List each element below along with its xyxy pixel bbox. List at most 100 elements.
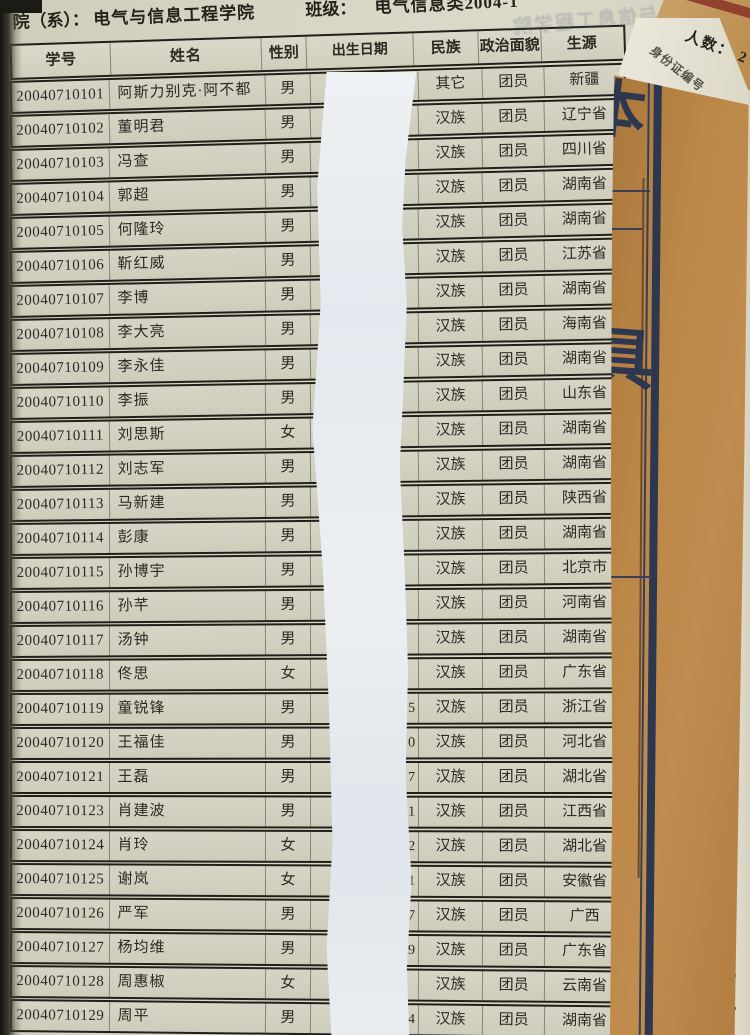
cell-name: 靳红威 — [108, 247, 266, 280]
cell-origin: 湖南省 — [543, 169, 625, 201]
cell-gender: 男 — [265, 521, 310, 552]
cell-ethnicity: 汉族 — [417, 277, 483, 308]
cell-ethnicity: 汉族 — [418, 693, 483, 723]
cell-origin: 辽宁省 — [543, 99, 625, 131]
dept-value: 电气与信息工程学院 — [92, 2, 256, 29]
cell-gender: 男 — [265, 1003, 310, 1034]
cell-politics: 团员 — [481, 345, 545, 376]
cell-name: 阿斯力别克·阿不都 — [108, 75, 266, 110]
cell-name: 刘志军 — [108, 453, 266, 485]
cell-name: 肖建波 — [108, 797, 266, 827]
cell-name: 孙博宇 — [108, 556, 266, 588]
cell-id: 20040710112 — [16, 461, 105, 479]
cell-id: 20040710113 — [16, 495, 105, 513]
cell-name: 何隆玲 — [108, 212, 266, 246]
cell-name: 孙芊 — [108, 591, 266, 622]
cell-politics: 团员 — [482, 901, 545, 932]
cell-name: 冯查 — [108, 144, 266, 178]
folder-horizontal-rule — [610, 576, 652, 578]
cell-politics: 团员 — [481, 519, 545, 550]
column-header-1: 姓名 — [109, 38, 262, 75]
table-row: 20040710128 周惠椒女汉族 团员 云南省 — [9, 965, 627, 1004]
cell-name: 郭超 — [108, 178, 266, 212]
cell-politics: 团员 — [481, 554, 545, 584]
cell-politics: 团员 — [482, 832, 545, 862]
table-row: 20040710125 谢岚女 1 汉族 团员 安徽省 — [9, 863, 627, 899]
cell-gender: 男 — [264, 246, 310, 277]
cell-politics: 团员 — [481, 136, 545, 168]
cell-id: 20040710105 — [16, 222, 105, 241]
table-row: 20040710117 汤钟男汉族 团员 湖南省 — [9, 621, 627, 658]
cell-gender: 男 — [264, 108, 310, 139]
cell-origin: 新疆 — [543, 64, 625, 97]
cell-name: 谢岚 — [108, 865, 266, 896]
cell-ethnicity: 汉族 — [417, 589, 483, 620]
table-row: 20040710124 肖玲女 2 汉族 团员 湖北省 — [9, 829, 627, 864]
cell-gender: 男 — [264, 315, 310, 346]
cell-gender: 男 — [264, 177, 310, 208]
cell-ethnicity: 汉族 — [417, 901, 483, 931]
column-header-0: 学号 — [45, 51, 77, 69]
cell-ethnicity: 其它 — [417, 69, 483, 100]
cell-politics: 团员 — [482, 658, 545, 688]
cell-ethnicity: 汉族 — [417, 381, 483, 412]
cell-politics: 团员 — [481, 971, 545, 1001]
column-header-4: 民族 — [412, 31, 479, 66]
cell-id: 20040710116 — [16, 598, 105, 615]
table-row: 20040710129 周平男 4 汉族 团员 湖南省 — [9, 999, 627, 1035]
kraft-folder: 本 具 — [610, 75, 749, 1035]
cell-politics: 团员 — [482, 728, 545, 758]
cell-id: 20040710121 — [16, 769, 105, 785]
cell-origin: 湖北省 — [544, 763, 624, 792]
cell-id: 20040710124 — [16, 837, 105, 854]
cell-name: 周惠椒 — [108, 967, 266, 999]
cell-gender: 男 — [265, 900, 310, 930]
cell-politics: 团员 — [481, 171, 545, 203]
cell-gender: 男 — [265, 728, 310, 758]
cell-gender: 男 — [265, 797, 310, 827]
cell-ethnicity: 汉族 — [417, 415, 483, 446]
cell-politics: 团员 — [482, 797, 545, 827]
cell-id: 20040710103 — [16, 154, 105, 173]
cell-name: 童锐锋 — [108, 694, 266, 724]
cell-gender: 男 — [265, 934, 310, 965]
cell-gender: 男 — [265, 625, 310, 655]
cell-name: 彭康 — [108, 522, 266, 553]
cell-id: 20040710108 — [16, 325, 105, 343]
cell-name: 董明君 — [108, 109, 266, 144]
cell-ethnicity: 汉族 — [417, 173, 483, 204]
cell-id: 20040710129 — [16, 1007, 105, 1024]
cell-name: 佟思 — [108, 659, 266, 690]
cell-ethnicity: 汉族 — [417, 485, 483, 516]
cell-ethnicity: 汉族 — [417, 554, 483, 585]
cell-ethnicity: 汉族 — [417, 1005, 483, 1035]
cell-gender: 男 — [264, 143, 310, 174]
cell-ethnicity: 汉族 — [418, 832, 483, 862]
table-row: 20040710116 孙芊男汉族 团员 河南省 — [9, 586, 627, 624]
cell-name: 严军 — [108, 899, 266, 930]
cell-origin: 四川省 — [543, 134, 625, 166]
cell-id: 20040710118 — [16, 666, 105, 683]
cell-name: 马新建 — [108, 487, 266, 519]
cell-gender: 男 — [264, 280, 310, 311]
table-row: 20040710123 肖建波男 1 汉族 团员 江西省 — [9, 795, 627, 829]
cell-gender: 女 — [265, 866, 310, 896]
cell-gender: 男 — [265, 763, 309, 792]
table-body: 20040710101 阿斯力别克·阿不都男其它 团员 新疆 20040710102 董明… — [9, 62, 627, 1035]
cell-gender: 男 — [264, 211, 310, 242]
cell-id: 20040710127 — [16, 939, 105, 956]
cell-ethnicity: 汉族 — [417, 936, 483, 966]
table-row: 20040710114 彭康男汉族 团员 湖南省 — [9, 516, 627, 556]
cell-gender: 男 — [265, 453, 310, 483]
cell-gender: 男 — [265, 384, 310, 414]
column-header-2: 性别 — [260, 36, 307, 71]
cell-name: 李永佳 — [108, 350, 266, 383]
cell-id: 20040710119 — [16, 700, 105, 717]
table-row: 20040710127 杨均维男 9 汉族 团员 广东省 — [9, 931, 627, 969]
cell-gender: 女 — [265, 418, 310, 449]
table-row: 20040710118 佟思女汉族 团员 广东省 — [9, 656, 627, 692]
cell-politics: 团员 — [482, 589, 545, 619]
cell-politics: 团员 — [482, 693, 545, 723]
cell-politics: 团员 — [482, 867, 545, 897]
